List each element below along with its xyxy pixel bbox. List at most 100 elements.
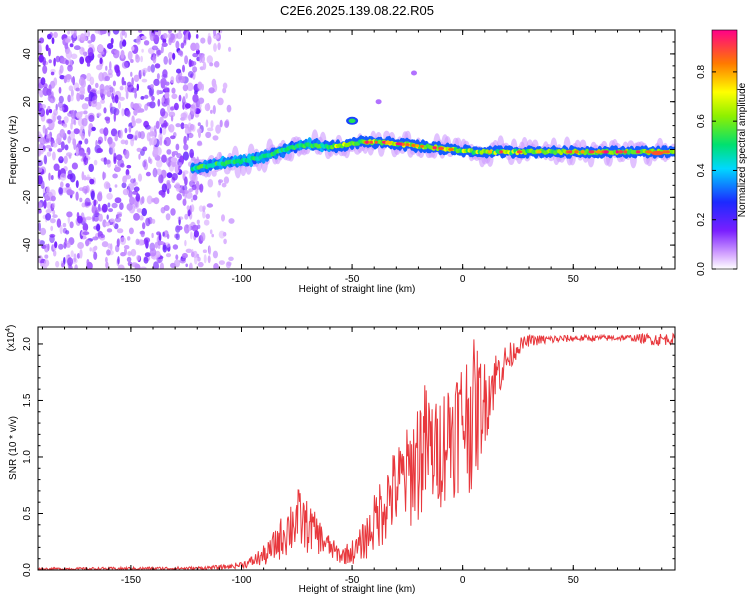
noise-speckle: [75, 87, 80, 92]
colorbar-tick-label: 0.6: [696, 114, 707, 128]
noise-speckle: [202, 210, 206, 219]
ridge-hotspot: [574, 150, 579, 154]
noise-speckle: [162, 231, 165, 237]
noise-speckle: [101, 203, 108, 213]
noise-speckle: [151, 95, 155, 102]
noise-speckle: [176, 193, 182, 201]
noise-speckle: [47, 106, 51, 111]
noise-speckle: [84, 97, 91, 102]
noise-speckle: [125, 169, 130, 176]
noise-speckle: [67, 130, 71, 135]
noise-speckle: [43, 154, 47, 165]
noise-speckle: [141, 208, 147, 217]
noise-speckle: [166, 188, 170, 195]
noise-speckle: [50, 225, 54, 232]
noise-speckle: [151, 218, 156, 224]
noise-speckle: [162, 244, 168, 253]
noise-speckle: [179, 155, 184, 163]
noise-speckle: [79, 86, 85, 95]
noise-speckle: [48, 172, 51, 181]
noise-speckle: [50, 71, 55, 76]
noise-speckle: [96, 64, 103, 71]
noise-speckle: [217, 190, 221, 198]
noise-speckle: [100, 99, 105, 104]
noise-speckle: [207, 127, 214, 132]
noise-speckle: [87, 40, 92, 44]
noise-speckle: [84, 188, 88, 195]
noise-speckle: [136, 147, 142, 152]
noise-speckle: [175, 254, 179, 260]
noise-speckle: [129, 196, 135, 206]
x-tick-label: 0: [460, 274, 466, 285]
noise-speckle: [190, 42, 197, 51]
noise-speckle: [224, 120, 230, 128]
noise-speckle: [47, 33, 52, 40]
noise-speckle: [167, 162, 171, 168]
ridge-hotspot: [420, 144, 424, 148]
noise-speckle: [165, 213, 171, 221]
noise-speckle: [117, 213, 122, 218]
noise-speckle: [57, 148, 63, 153]
noise-speckle: [176, 32, 183, 40]
noise-speckle: [203, 219, 210, 226]
noise-speckle: [93, 159, 98, 166]
noise-speckle: [167, 51, 173, 59]
noise-speckle: [135, 238, 140, 245]
noise-speckle: [93, 245, 98, 251]
noise-speckle: [109, 61, 112, 71]
spectrogram-xlabel: Height of straight line (km): [299, 284, 416, 295]
noise-speckle: [182, 170, 189, 175]
snr-frame: [37, 326, 676, 571]
noise-speckle: [160, 78, 167, 87]
noise-speckle: [78, 150, 85, 157]
noise-speckle: [96, 223, 101, 232]
noise-speckle: [50, 98, 54, 103]
noise-speckle: [143, 238, 149, 245]
noise-speckle: [223, 238, 227, 245]
noise-speckle: [165, 99, 168, 105]
noise-speckle: [107, 68, 113, 76]
noise-speckle: [121, 182, 127, 189]
noise-speckle: [55, 260, 60, 268]
noise-speckle: [53, 250, 57, 257]
noise-speckle: [188, 58, 192, 68]
noise-speckle: [170, 76, 175, 84]
noise-speckle: [196, 142, 203, 147]
noise-speckle: [212, 250, 218, 259]
noise-speckle: [110, 37, 114, 45]
noise-speckle: [121, 108, 125, 117]
noise-speckle: [182, 198, 187, 206]
noise-speckle: [136, 35, 142, 45]
noise-speckle: [81, 117, 88, 127]
noise-speckle: [196, 219, 200, 225]
x-tick-label: -150: [121, 575, 141, 586]
y-tick-label: 0: [22, 146, 33, 152]
noise-speckle: [132, 190, 139, 195]
noise-speckle: [124, 127, 128, 134]
noise-speckle: [228, 256, 234, 261]
noise-speckle: [38, 222, 41, 232]
noise-speckle: [151, 232, 154, 239]
noise-speckle: [100, 51, 105, 55]
x-tick-label: 50: [568, 274, 580, 285]
noise-speckle: [211, 233, 214, 238]
noise-speckle: [47, 243, 50, 251]
noise-speckle: [188, 31, 191, 41]
noise-speckle: [160, 45, 164, 54]
noise-speckle: [131, 46, 135, 51]
noise-speckle: [180, 122, 185, 130]
noise-speckle: [146, 102, 153, 107]
noise-speckle: [50, 175, 54, 180]
y-tick-label: 20: [22, 96, 33, 108]
noise-speckle: [136, 83, 139, 92]
noise-speckle: [191, 251, 195, 258]
spectrogram-ylabel: Frequency (Hz): [8, 116, 19, 185]
snr-scale-base: (x10: [6, 331, 17, 351]
noise-speckle: [170, 135, 176, 140]
noise-speckle: [121, 76, 125, 86]
noise-speckle: [48, 47, 51, 57]
noise-speckle: [123, 245, 130, 250]
noise-speckle: [79, 93, 85, 100]
ridge-hotspot: [665, 150, 670, 154]
noise-speckle: [131, 115, 135, 124]
